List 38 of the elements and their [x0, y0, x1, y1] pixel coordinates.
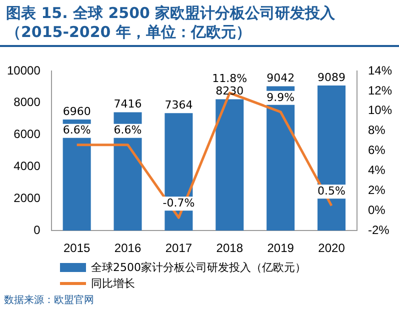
y2-tick-label: 12%: [368, 83, 392, 98]
data-label: 6.6%: [62, 124, 91, 137]
data-label: 6.6%: [114, 124, 142, 137]
x-tick-label: 2018: [216, 241, 244, 256]
y2-tick-label: 2%: [368, 183, 386, 198]
y2-tick-label: 14%: [368, 63, 392, 78]
data-label: 9089: [318, 70, 346, 84]
y2-tick-label: 0%: [368, 202, 386, 217]
y2-tick-label: 4%: [368, 163, 386, 178]
x-tick-label: 2017: [165, 241, 192, 256]
y2-tick-label: 6%: [368, 143, 386, 158]
y-tick-label: 4000: [14, 159, 41, 174]
y2-tick-label: 8%: [368, 123, 386, 138]
data-label: 8230: [216, 84, 244, 98]
data-label: 6960: [62, 104, 91, 118]
chart-title: 图表 15. 全球 2500 家欧盟计分板公司研发投入（2015-2020 年，单位：亿欧元）: [0, 0, 399, 47]
y-tick-label: 8000: [14, 95, 41, 110]
x-tick-label: 2016: [114, 241, 142, 256]
data-label: -0.7%: [162, 196, 195, 210]
data-label: 9042: [266, 72, 295, 85]
data-label: 7364: [164, 98, 193, 112]
data-label: 9.9%: [266, 90, 295, 104]
data-label: 11.8%: [212, 72, 248, 85]
legend-label: 同比增长: [91, 276, 135, 290]
legend-label: 全球2500家计分板公司研发投入（亿欧元）: [91, 260, 306, 274]
data-label: 0.5%: [318, 184, 346, 198]
x-tick-label: 2020: [318, 241, 346, 256]
y-tick-label: 6000: [14, 127, 41, 142]
x-tick-label: 2015: [63, 241, 91, 256]
y-tick-label: 10000: [6, 63, 41, 78]
source-note: 数据来源：欧盟官网: [4, 294, 95, 307]
y2-tick-label: 10%: [368, 103, 392, 118]
bar: [216, 99, 244, 231]
y-tick-label: 2000: [14, 190, 41, 205]
x-tick-label: 2019: [267, 241, 294, 256]
y-tick-label: 0: [34, 222, 41, 237]
y2-tick-label: -2%: [368, 222, 390, 237]
data-label: 7416: [114, 98, 142, 111]
